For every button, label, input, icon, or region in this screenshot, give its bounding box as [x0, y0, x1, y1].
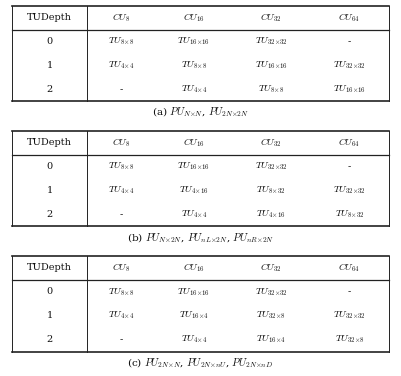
- Text: $CU_{32}$: $CU_{32}$: [260, 136, 282, 149]
- Text: $TU_{8{\times}8}$: $TU_{8{\times}8}$: [181, 60, 207, 71]
- Text: $TU_{8{\times}8}$: $TU_{8{\times}8}$: [108, 286, 134, 297]
- Text: $CU_{64}$: $CU_{64}$: [338, 261, 360, 274]
- Text: $TU_{4{\times}16}$: $TU_{4{\times}16}$: [179, 185, 209, 196]
- Text: $TU_{4{\times}4}$: $TU_{4{\times}4}$: [108, 60, 134, 71]
- Text: $CU_{64}$: $CU_{64}$: [338, 11, 360, 24]
- Text: 0: 0: [47, 162, 53, 171]
- Text: $TU_{16{\times}16}$: $TU_{16{\times}16}$: [255, 60, 288, 71]
- Text: $CU_{8}$: $CU_{8}$: [112, 261, 131, 274]
- Text: -: -: [120, 335, 123, 344]
- Text: -: -: [120, 85, 123, 94]
- Text: -: -: [348, 162, 351, 171]
- Text: (b) $PU_{N{\times}2N}$, $PU_{nL{\times}2N}$, $PU_{nR{\times}2N}$: (b) $PU_{N{\times}2N}$, $PU_{nL{\times}2…: [127, 231, 274, 244]
- Text: $TU_{32{\times}8}$: $TU_{32{\times}8}$: [335, 334, 364, 346]
- Text: 1: 1: [47, 311, 53, 320]
- Text: -: -: [120, 210, 123, 219]
- Text: $TU_{32{\times}32}$: $TU_{32{\times}32}$: [333, 60, 366, 71]
- Bar: [12, 6, 389, 102]
- Text: $TU_{4{\times}4}$: $TU_{4{\times}4}$: [108, 185, 134, 196]
- Text: $TU_{16{\times}16}$: $TU_{16{\times}16}$: [178, 161, 211, 173]
- Text: TUDepth: TUDepth: [27, 263, 72, 272]
- Text: $TU_{8{\times}8}$: $TU_{8{\times}8}$: [108, 161, 134, 173]
- Text: $TU_{16{\times}16}$: $TU_{16{\times}16}$: [178, 286, 211, 297]
- Text: TUDepth: TUDepth: [27, 13, 72, 22]
- Text: $TU_{8{\times}32}$: $TU_{8{\times}32}$: [257, 185, 286, 196]
- Text: $TU_{32{\times}8}$: $TU_{32{\times}8}$: [257, 310, 286, 321]
- Text: (a) $PU_{N{\times}N}$, $PU_{2N{\times}2N}$: (a) $PU_{N{\times}N}$, $PU_{2N{\times}2N…: [152, 106, 249, 120]
- Text: $TU_{32{\times}32}$: $TU_{32{\times}32}$: [255, 161, 288, 173]
- Text: $TU_{4{\times}4}$: $TU_{4{\times}4}$: [181, 83, 207, 95]
- Text: $TU_{4{\times}16}$: $TU_{4{\times}16}$: [256, 209, 286, 220]
- Text: $CU_{64}$: $CU_{64}$: [338, 136, 360, 149]
- Text: TUDepth: TUDepth: [27, 138, 72, 147]
- Text: $TU_{16{\times}4}$: $TU_{16{\times}4}$: [179, 310, 209, 321]
- Text: -: -: [348, 287, 351, 296]
- Text: $CU_{32}$: $CU_{32}$: [260, 261, 282, 274]
- Text: $TU_{4{\times}4}$: $TU_{4{\times}4}$: [181, 334, 207, 346]
- Text: 1: 1: [47, 61, 53, 70]
- Text: $TU_{16{\times}16}$: $TU_{16{\times}16}$: [178, 36, 211, 47]
- Text: $CU_{32}$: $CU_{32}$: [260, 11, 282, 24]
- Text: (c) $PU_{2N{\times}N}$, $PU_{2N{\times}nU}$, $PU_{2N{\times}nD}$: (c) $PU_{2N{\times}N}$, $PU_{2N{\times}n…: [128, 356, 273, 370]
- Text: 2: 2: [47, 210, 53, 219]
- Text: 0: 0: [47, 287, 53, 296]
- Text: 0: 0: [47, 37, 53, 46]
- Text: $TU_{8{\times}32}$: $TU_{8{\times}32}$: [335, 209, 364, 220]
- Text: $CU_{16}$: $CU_{16}$: [183, 136, 205, 149]
- Text: $TU_{32{\times}32}$: $TU_{32{\times}32}$: [333, 185, 366, 196]
- Text: $TU_{32{\times}32}$: $TU_{32{\times}32}$: [333, 310, 366, 321]
- Text: $TU_{8{\times}8}$: $TU_{8{\times}8}$: [258, 83, 284, 95]
- Bar: [12, 256, 389, 352]
- Text: $CU_{8}$: $CU_{8}$: [112, 11, 131, 24]
- Text: $TU_{16{\times}16}$: $TU_{16{\times}16}$: [333, 83, 366, 95]
- Text: 2: 2: [47, 335, 53, 344]
- Text: $TU_{32{\times}32}$: $TU_{32{\times}32}$: [255, 286, 288, 297]
- Text: $CU_{16}$: $CU_{16}$: [183, 11, 205, 24]
- Text: 2: 2: [47, 85, 53, 94]
- Text: $CU_{16}$: $CU_{16}$: [183, 261, 205, 274]
- Bar: [12, 131, 389, 226]
- Text: $TU_{8{\times}8}$: $TU_{8{\times}8}$: [108, 36, 134, 47]
- Text: $TU_{16{\times}4}$: $TU_{16{\times}4}$: [256, 334, 286, 346]
- Text: 1: 1: [47, 186, 53, 195]
- Text: $TU_{32{\times}32}$: $TU_{32{\times}32}$: [255, 36, 288, 47]
- Text: $CU_{8}$: $CU_{8}$: [112, 136, 131, 149]
- Text: $TU_{4{\times}4}$: $TU_{4{\times}4}$: [181, 209, 207, 220]
- Text: $TU_{4{\times}4}$: $TU_{4{\times}4}$: [108, 310, 134, 321]
- Text: -: -: [348, 37, 351, 46]
